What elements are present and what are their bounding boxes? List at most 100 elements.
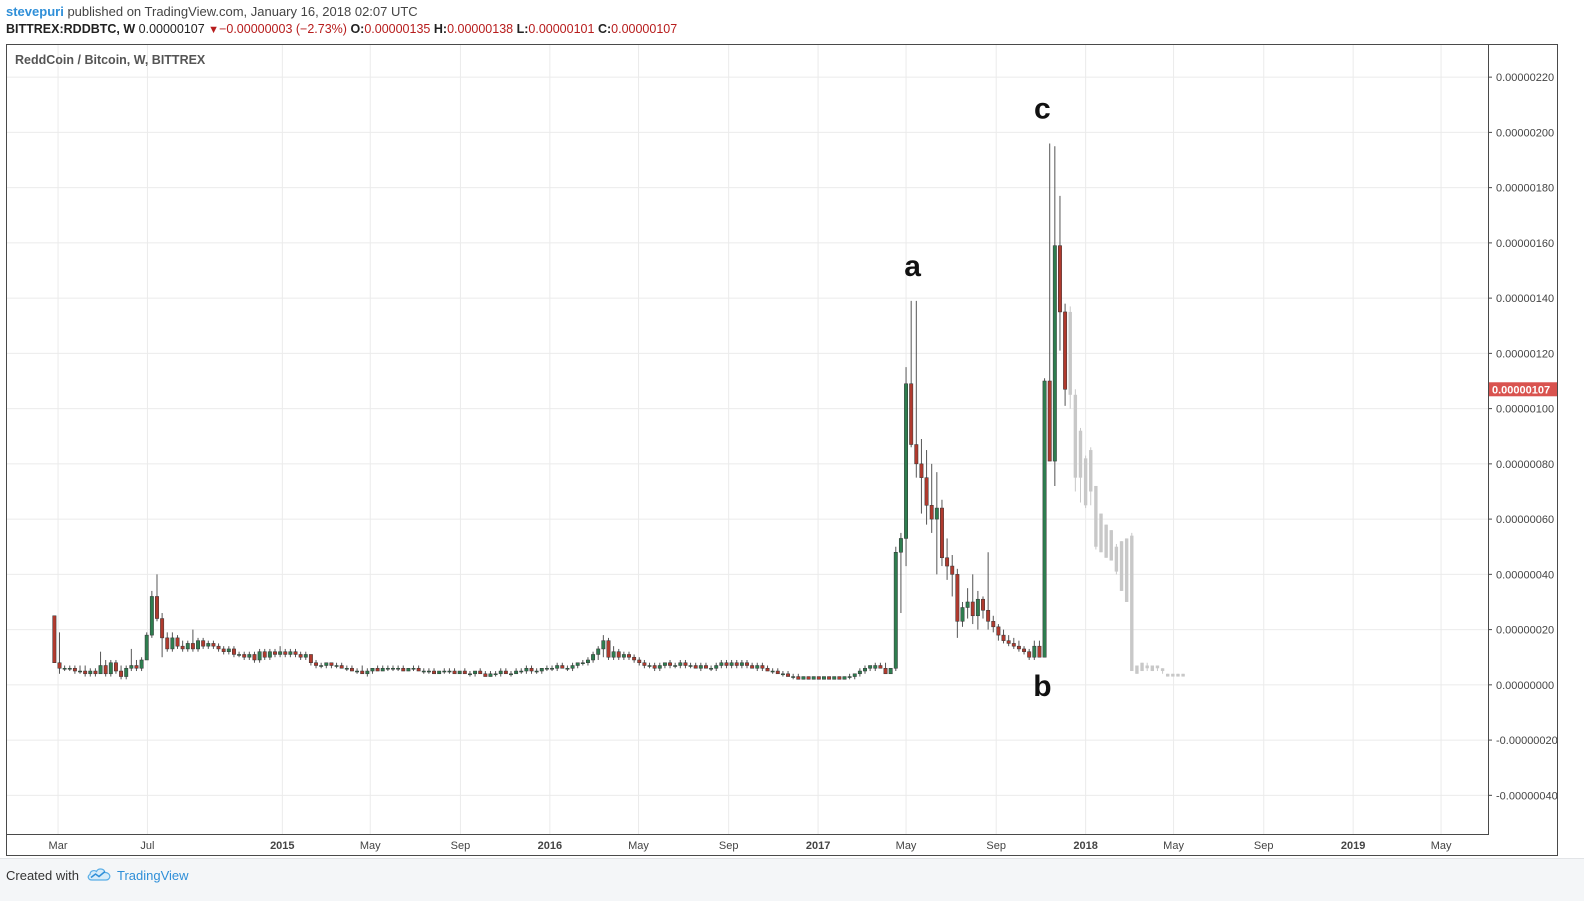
candle-body: [1058, 245, 1062, 313]
candle-body: [1047, 380, 1052, 462]
candle-body: [185, 643, 190, 650]
candle-body: [298, 654, 303, 658]
candle-body: [391, 668, 395, 670]
candle-body: [745, 662, 749, 666]
candle-body: [534, 670, 539, 673]
candle-body: [216, 645, 221, 650]
candle-body: [975, 598, 980, 617]
projection-body: [1160, 668, 1165, 672]
x-tick-label: May: [360, 840, 381, 852]
price-chart[interactable]: a b c 0.00000220 0.00000200 0.00000180 0.0000…: [6, 44, 1558, 856]
candle-body: [678, 662, 683, 666]
candle-body: [339, 665, 344, 669]
candle-body: [873, 665, 878, 669]
candle-body: [221, 648, 226, 652]
candle-body: [514, 670, 519, 675]
candle-body: [919, 463, 924, 478]
projection-body: [1089, 450, 1093, 492]
candle-body: [103, 665, 108, 675]
y-tick-label: 0.00000080: [1496, 459, 1554, 471]
plot-area[interactable]: [6, 44, 1489, 835]
candle-body: [739, 662, 744, 666]
candle-body: [816, 676, 821, 680]
candle-body: [149, 596, 154, 636]
y-tick-label: 0.00000100: [1496, 404, 1554, 416]
candle-body: [493, 673, 498, 676]
publish-info: stevepuri published on TradingView.com, …: [6, 4, 418, 19]
candle-body: [544, 668, 549, 670]
candle-body: [165, 637, 170, 650]
tradingview-cloud-icon[interactable]: [86, 865, 112, 883]
candle-body: [791, 676, 796, 678]
candle-body: [360, 670, 365, 675]
candle-body: [57, 662, 62, 669]
projection-body: [1114, 546, 1119, 572]
candle-body: [452, 670, 457, 675]
candle-body: [719, 662, 724, 666]
candle-body: [432, 670, 436, 675]
candle-body: [473, 670, 478, 675]
candle-body: [770, 670, 775, 673]
tradingview-link[interactable]: TradingView: [117, 868, 189, 883]
down-arrow-icon: ▼: [208, 24, 220, 36]
candle-body: [1016, 645, 1021, 650]
candle-body: [385, 668, 390, 670]
candle-body: [406, 668, 411, 672]
projection-body: [1094, 485, 1098, 547]
candle-body: [970, 601, 975, 617]
candle-body: [555, 665, 560, 669]
candle-body: [965, 601, 970, 608]
candle-body: [565, 668, 570, 670]
projection-body: [1073, 394, 1078, 478]
x-tick-label: May: [1163, 840, 1184, 852]
candle-body: [314, 662, 318, 666]
projection-body: [1068, 311, 1072, 395]
candle-body: [278, 651, 283, 655]
candle-body: [606, 640, 611, 658]
high-value: 0.00000138: [447, 22, 514, 36]
candle-body: [175, 637, 180, 647]
candle-body: [365, 670, 370, 675]
y-tick-label: 0.00000000: [1496, 680, 1554, 692]
candle-body: [303, 654, 308, 658]
candle-body: [857, 670, 862, 675]
y-tick-label: 0.00000140: [1496, 293, 1554, 305]
candle-body: [113, 662, 118, 672]
candle-body: [72, 668, 77, 672]
candle-body: [334, 665, 339, 667]
candle-body: [1063, 311, 1068, 390]
candle-body: [560, 665, 565, 669]
candle-body: [801, 676, 806, 680]
candle-body: [539, 668, 544, 672]
author-link[interactable]: stevepuri: [6, 4, 64, 19]
candle-body: [237, 654, 242, 656]
candle-body: [1037, 645, 1042, 658]
candle-body: [591, 654, 596, 661]
candle-body: [729, 662, 734, 666]
candle-body: [308, 654, 313, 663]
candle-body: [945, 557, 950, 567]
candle-body: [888, 668, 893, 675]
candle-body: [139, 659, 144, 669]
x-tick-label: Sep: [1254, 840, 1274, 852]
low-value: 0.00000101: [528, 22, 595, 36]
annotation-label: b: [1033, 670, 1051, 703]
candle-body: [642, 662, 647, 666]
annotation-label: a: [904, 250, 921, 283]
candle-body: [93, 670, 98, 675]
candle-body: [144, 634, 149, 661]
chart-frame[interactable]: a b c 0.00000220 0.00000200 0.00000180 0.0000…: [6, 44, 1558, 856]
candle-body: [231, 648, 236, 655]
x-tick-label: 2016: [538, 840, 562, 852]
candle-body: [257, 651, 262, 661]
candle-body: [842, 676, 847, 680]
candle-body: [129, 665, 134, 669]
candle-body: [134, 665, 139, 669]
candle-body: [775, 670, 780, 675]
published-text: published on TradingView.com, January 16…: [67, 4, 418, 19]
projection-body: [1140, 662, 1144, 672]
candle-body: [273, 651, 277, 655]
candle-body: [267, 651, 272, 658]
last-price-tag-bg: [1489, 382, 1557, 397]
candle-body: [529, 668, 534, 672]
